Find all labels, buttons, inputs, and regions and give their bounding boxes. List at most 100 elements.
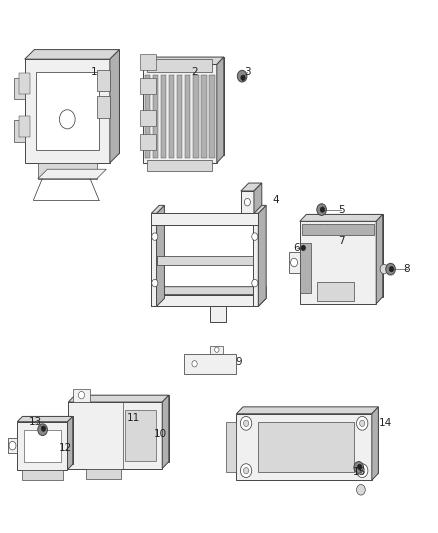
Polygon shape <box>150 57 224 156</box>
Polygon shape <box>151 295 258 306</box>
Circle shape <box>360 467 365 474</box>
Polygon shape <box>151 205 164 213</box>
Circle shape <box>252 233 258 240</box>
Text: 8: 8 <box>403 264 410 274</box>
Polygon shape <box>68 402 162 469</box>
Polygon shape <box>67 416 73 470</box>
Polygon shape <box>161 75 166 158</box>
Polygon shape <box>25 59 110 163</box>
Polygon shape <box>300 214 383 221</box>
Text: 9: 9 <box>235 357 242 367</box>
Polygon shape <box>141 110 155 126</box>
Circle shape <box>354 462 364 473</box>
Circle shape <box>9 441 16 450</box>
Text: 5: 5 <box>338 205 345 215</box>
Polygon shape <box>253 213 258 306</box>
Polygon shape <box>8 439 17 453</box>
Circle shape <box>152 279 158 287</box>
Polygon shape <box>17 422 67 470</box>
Polygon shape <box>18 73 29 94</box>
Polygon shape <box>97 96 110 118</box>
Polygon shape <box>14 120 25 142</box>
Circle shape <box>244 467 249 474</box>
Polygon shape <box>241 191 254 213</box>
Polygon shape <box>145 75 150 158</box>
Text: 3: 3 <box>244 68 251 77</box>
Circle shape <box>41 426 46 431</box>
Polygon shape <box>306 214 383 297</box>
Polygon shape <box>372 407 378 480</box>
Circle shape <box>38 424 47 435</box>
Polygon shape <box>243 407 378 473</box>
Polygon shape <box>68 395 169 402</box>
Polygon shape <box>210 306 226 322</box>
Polygon shape <box>258 422 354 472</box>
Polygon shape <box>193 75 198 158</box>
Polygon shape <box>300 221 376 304</box>
Circle shape <box>215 347 219 352</box>
Polygon shape <box>38 169 106 179</box>
Circle shape <box>357 484 365 495</box>
Polygon shape <box>151 213 156 306</box>
Circle shape <box>357 416 368 430</box>
Polygon shape <box>258 287 266 306</box>
Circle shape <box>386 263 396 275</box>
Polygon shape <box>141 78 155 94</box>
Polygon shape <box>210 346 223 354</box>
Circle shape <box>301 245 305 251</box>
Polygon shape <box>185 75 191 158</box>
Polygon shape <box>184 354 237 374</box>
Circle shape <box>357 464 362 470</box>
Polygon shape <box>177 75 182 158</box>
Polygon shape <box>162 395 169 469</box>
Polygon shape <box>237 407 378 414</box>
Circle shape <box>152 233 158 240</box>
Polygon shape <box>35 72 99 150</box>
Polygon shape <box>24 430 61 462</box>
Polygon shape <box>38 163 97 179</box>
Polygon shape <box>153 75 158 158</box>
Polygon shape <box>151 213 258 225</box>
Circle shape <box>380 264 388 274</box>
Polygon shape <box>217 57 224 163</box>
Circle shape <box>357 464 368 478</box>
Polygon shape <box>156 205 164 306</box>
Polygon shape <box>141 54 155 70</box>
Polygon shape <box>14 78 25 99</box>
Polygon shape <box>241 183 262 191</box>
Polygon shape <box>289 252 300 273</box>
Polygon shape <box>73 389 90 402</box>
Polygon shape <box>258 205 266 306</box>
Circle shape <box>290 259 297 266</box>
Polygon shape <box>156 256 253 264</box>
Text: 1: 1 <box>91 68 98 77</box>
Polygon shape <box>169 75 174 158</box>
Polygon shape <box>75 395 169 462</box>
Circle shape <box>237 70 247 82</box>
Text: 12: 12 <box>59 443 72 453</box>
Circle shape <box>360 420 365 426</box>
Circle shape <box>240 464 252 478</box>
Polygon shape <box>143 64 217 163</box>
Circle shape <box>252 279 258 287</box>
Polygon shape <box>253 205 266 213</box>
Polygon shape <box>110 50 120 163</box>
Polygon shape <box>317 282 354 301</box>
Polygon shape <box>97 70 110 91</box>
Circle shape <box>78 391 85 399</box>
Polygon shape <box>34 50 120 154</box>
Polygon shape <box>376 214 383 304</box>
Circle shape <box>60 110 75 129</box>
Polygon shape <box>18 116 29 137</box>
Circle shape <box>320 207 325 212</box>
Text: 10: 10 <box>153 429 166 439</box>
Polygon shape <box>147 160 212 171</box>
Text: 15: 15 <box>353 467 366 477</box>
Polygon shape <box>300 243 311 293</box>
Polygon shape <box>17 416 73 422</box>
Polygon shape <box>254 183 262 213</box>
Text: 11: 11 <box>127 413 141 423</box>
Polygon shape <box>86 469 121 479</box>
Polygon shape <box>141 134 155 150</box>
Circle shape <box>389 266 394 272</box>
